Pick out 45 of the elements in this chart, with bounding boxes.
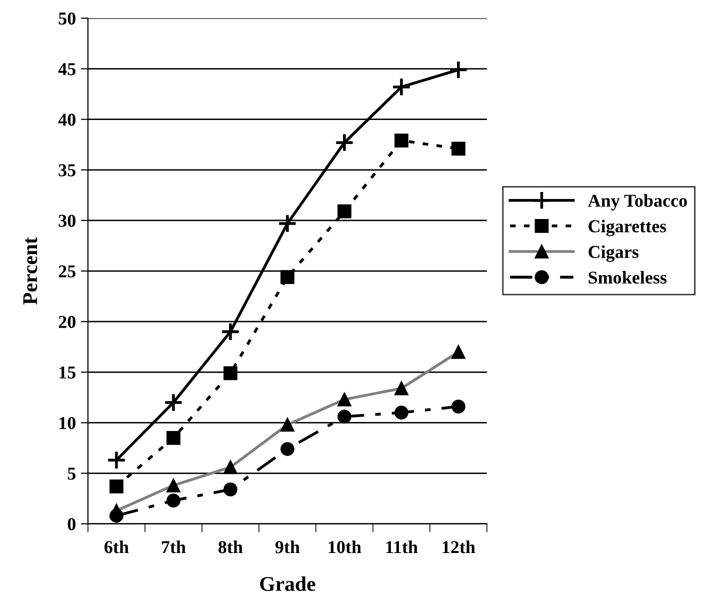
legend-label: Any Tobacco bbox=[588, 194, 687, 211]
y-tick-label: 50 bbox=[58, 12, 76, 25]
x-tick-label: 11th bbox=[386, 540, 418, 554]
point bbox=[394, 134, 408, 148]
point bbox=[220, 322, 240, 342]
y-tick-label: 40 bbox=[58, 114, 76, 126]
point bbox=[166, 430, 180, 445]
point bbox=[223, 366, 238, 380]
point bbox=[334, 132, 354, 152]
point bbox=[448, 60, 468, 80]
y-axis-title: Percent bbox=[23, 237, 38, 305]
legend-label: Cigars bbox=[588, 245, 638, 262]
y-tick-label: 30 bbox=[58, 214, 76, 227]
x-axis-title: Grade bbox=[260, 576, 316, 591]
x-tick-label: 10th bbox=[328, 540, 362, 554]
point bbox=[223, 482, 238, 496]
point bbox=[451, 142, 466, 156]
x-tick-label: 8th bbox=[218, 540, 243, 554]
y-tick-label: 5 bbox=[68, 468, 76, 480]
point bbox=[392, 77, 412, 97]
x-tick-label: 12th bbox=[442, 540, 476, 554]
point bbox=[337, 410, 352, 424]
y-tick-label: 0 bbox=[68, 518, 76, 530]
y-tick-label: 45 bbox=[58, 63, 76, 76]
x-tick-label: 9th bbox=[275, 540, 300, 554]
y-tick-label: 10 bbox=[60, 416, 76, 430]
y-tick-label: 20 bbox=[58, 316, 76, 328]
point bbox=[280, 270, 294, 284]
x-tick-label: 7th bbox=[162, 540, 186, 554]
point bbox=[278, 214, 298, 234]
y-tick-label: 35 bbox=[58, 164, 76, 176]
point bbox=[280, 442, 294, 456]
point bbox=[110, 508, 124, 523]
point bbox=[337, 204, 352, 218]
x-tick-label: 6th bbox=[104, 540, 129, 554]
point bbox=[166, 494, 180, 508]
point bbox=[451, 400, 466, 414]
point bbox=[106, 450, 126, 470]
point bbox=[110, 479, 124, 494]
y-tick-label: 15 bbox=[60, 366, 76, 379]
point bbox=[394, 406, 408, 420]
point bbox=[164, 392, 184, 412]
y-tick-label: 25 bbox=[58, 265, 76, 278]
legend-label: Smokeless bbox=[588, 270, 667, 284]
legend-label: Cigarettes bbox=[588, 220, 666, 236]
